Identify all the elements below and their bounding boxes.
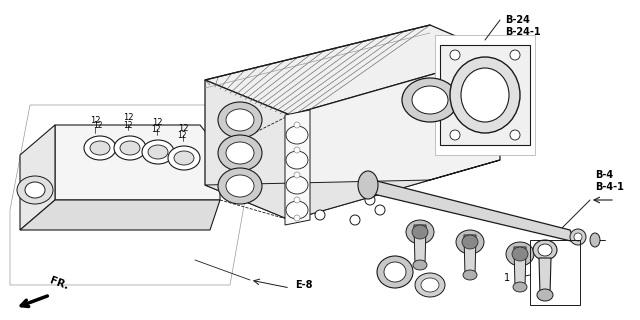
Ellipse shape (570, 229, 586, 245)
Ellipse shape (17, 176, 53, 204)
Ellipse shape (463, 270, 477, 280)
Ellipse shape (450, 57, 520, 133)
Ellipse shape (365, 195, 375, 205)
Text: 12: 12 (177, 131, 187, 140)
Ellipse shape (226, 142, 254, 164)
Ellipse shape (286, 201, 308, 219)
Text: B-4
B-4-1: B-4 B-4-1 (595, 170, 624, 192)
Text: 12: 12 (178, 124, 188, 133)
Text: B-24
B-24-1: B-24 B-24-1 (505, 15, 541, 36)
Ellipse shape (286, 151, 308, 169)
Polygon shape (464, 235, 476, 275)
Ellipse shape (286, 126, 308, 144)
Ellipse shape (350, 215, 360, 225)
Ellipse shape (142, 140, 174, 164)
Polygon shape (205, 160, 500, 220)
Ellipse shape (294, 197, 300, 203)
Ellipse shape (294, 122, 300, 128)
Ellipse shape (168, 146, 200, 170)
Text: 12: 12 (124, 121, 132, 130)
Text: 12: 12 (93, 121, 103, 130)
Ellipse shape (226, 109, 254, 131)
Ellipse shape (506, 242, 534, 266)
Text: 12: 12 (151, 125, 161, 134)
Polygon shape (205, 80, 290, 220)
Ellipse shape (294, 215, 300, 221)
Ellipse shape (90, 141, 110, 155)
Polygon shape (365, 178, 575, 242)
Ellipse shape (294, 147, 300, 153)
Ellipse shape (450, 130, 460, 140)
Ellipse shape (461, 68, 509, 122)
Ellipse shape (218, 102, 262, 138)
Ellipse shape (462, 235, 478, 249)
Polygon shape (285, 110, 310, 225)
Ellipse shape (358, 171, 378, 199)
Polygon shape (55, 125, 220, 200)
Ellipse shape (218, 168, 262, 204)
Ellipse shape (384, 262, 406, 282)
Polygon shape (290, 55, 500, 220)
Text: 12: 12 (90, 116, 100, 125)
Ellipse shape (590, 233, 600, 247)
Text: 1: 1 (504, 273, 510, 283)
Text: FR.: FR. (48, 276, 70, 292)
Polygon shape (10, 105, 245, 285)
Text: 12: 12 (152, 118, 163, 127)
Text: E-8: E-8 (295, 280, 312, 290)
Ellipse shape (375, 205, 385, 215)
Polygon shape (20, 125, 55, 230)
Ellipse shape (315, 210, 325, 220)
Bar (530, 240, 580, 305)
Polygon shape (514, 247, 526, 287)
Ellipse shape (25, 182, 45, 198)
Ellipse shape (412, 225, 428, 239)
Ellipse shape (412, 86, 448, 114)
Ellipse shape (574, 233, 582, 241)
Ellipse shape (286, 176, 308, 194)
Polygon shape (205, 25, 500, 115)
Polygon shape (440, 45, 530, 145)
Ellipse shape (510, 130, 520, 140)
Ellipse shape (226, 175, 254, 197)
Ellipse shape (114, 136, 146, 160)
Ellipse shape (174, 151, 194, 165)
Ellipse shape (294, 172, 300, 178)
Ellipse shape (421, 278, 439, 292)
Ellipse shape (510, 50, 520, 60)
Polygon shape (539, 258, 551, 295)
Ellipse shape (533, 240, 557, 260)
Polygon shape (414, 225, 426, 265)
Ellipse shape (148, 145, 168, 159)
Ellipse shape (402, 78, 458, 122)
Ellipse shape (218, 135, 262, 171)
Ellipse shape (513, 282, 527, 292)
Polygon shape (435, 35, 535, 155)
Polygon shape (20, 200, 220, 230)
Ellipse shape (537, 289, 553, 301)
Ellipse shape (450, 50, 460, 60)
Ellipse shape (84, 136, 116, 160)
Ellipse shape (456, 230, 484, 254)
Ellipse shape (406, 220, 434, 244)
Ellipse shape (413, 260, 427, 270)
Ellipse shape (512, 247, 528, 261)
Ellipse shape (377, 256, 413, 288)
Ellipse shape (415, 273, 445, 297)
Text: 12: 12 (123, 113, 133, 122)
Ellipse shape (120, 141, 140, 155)
Ellipse shape (538, 244, 552, 256)
